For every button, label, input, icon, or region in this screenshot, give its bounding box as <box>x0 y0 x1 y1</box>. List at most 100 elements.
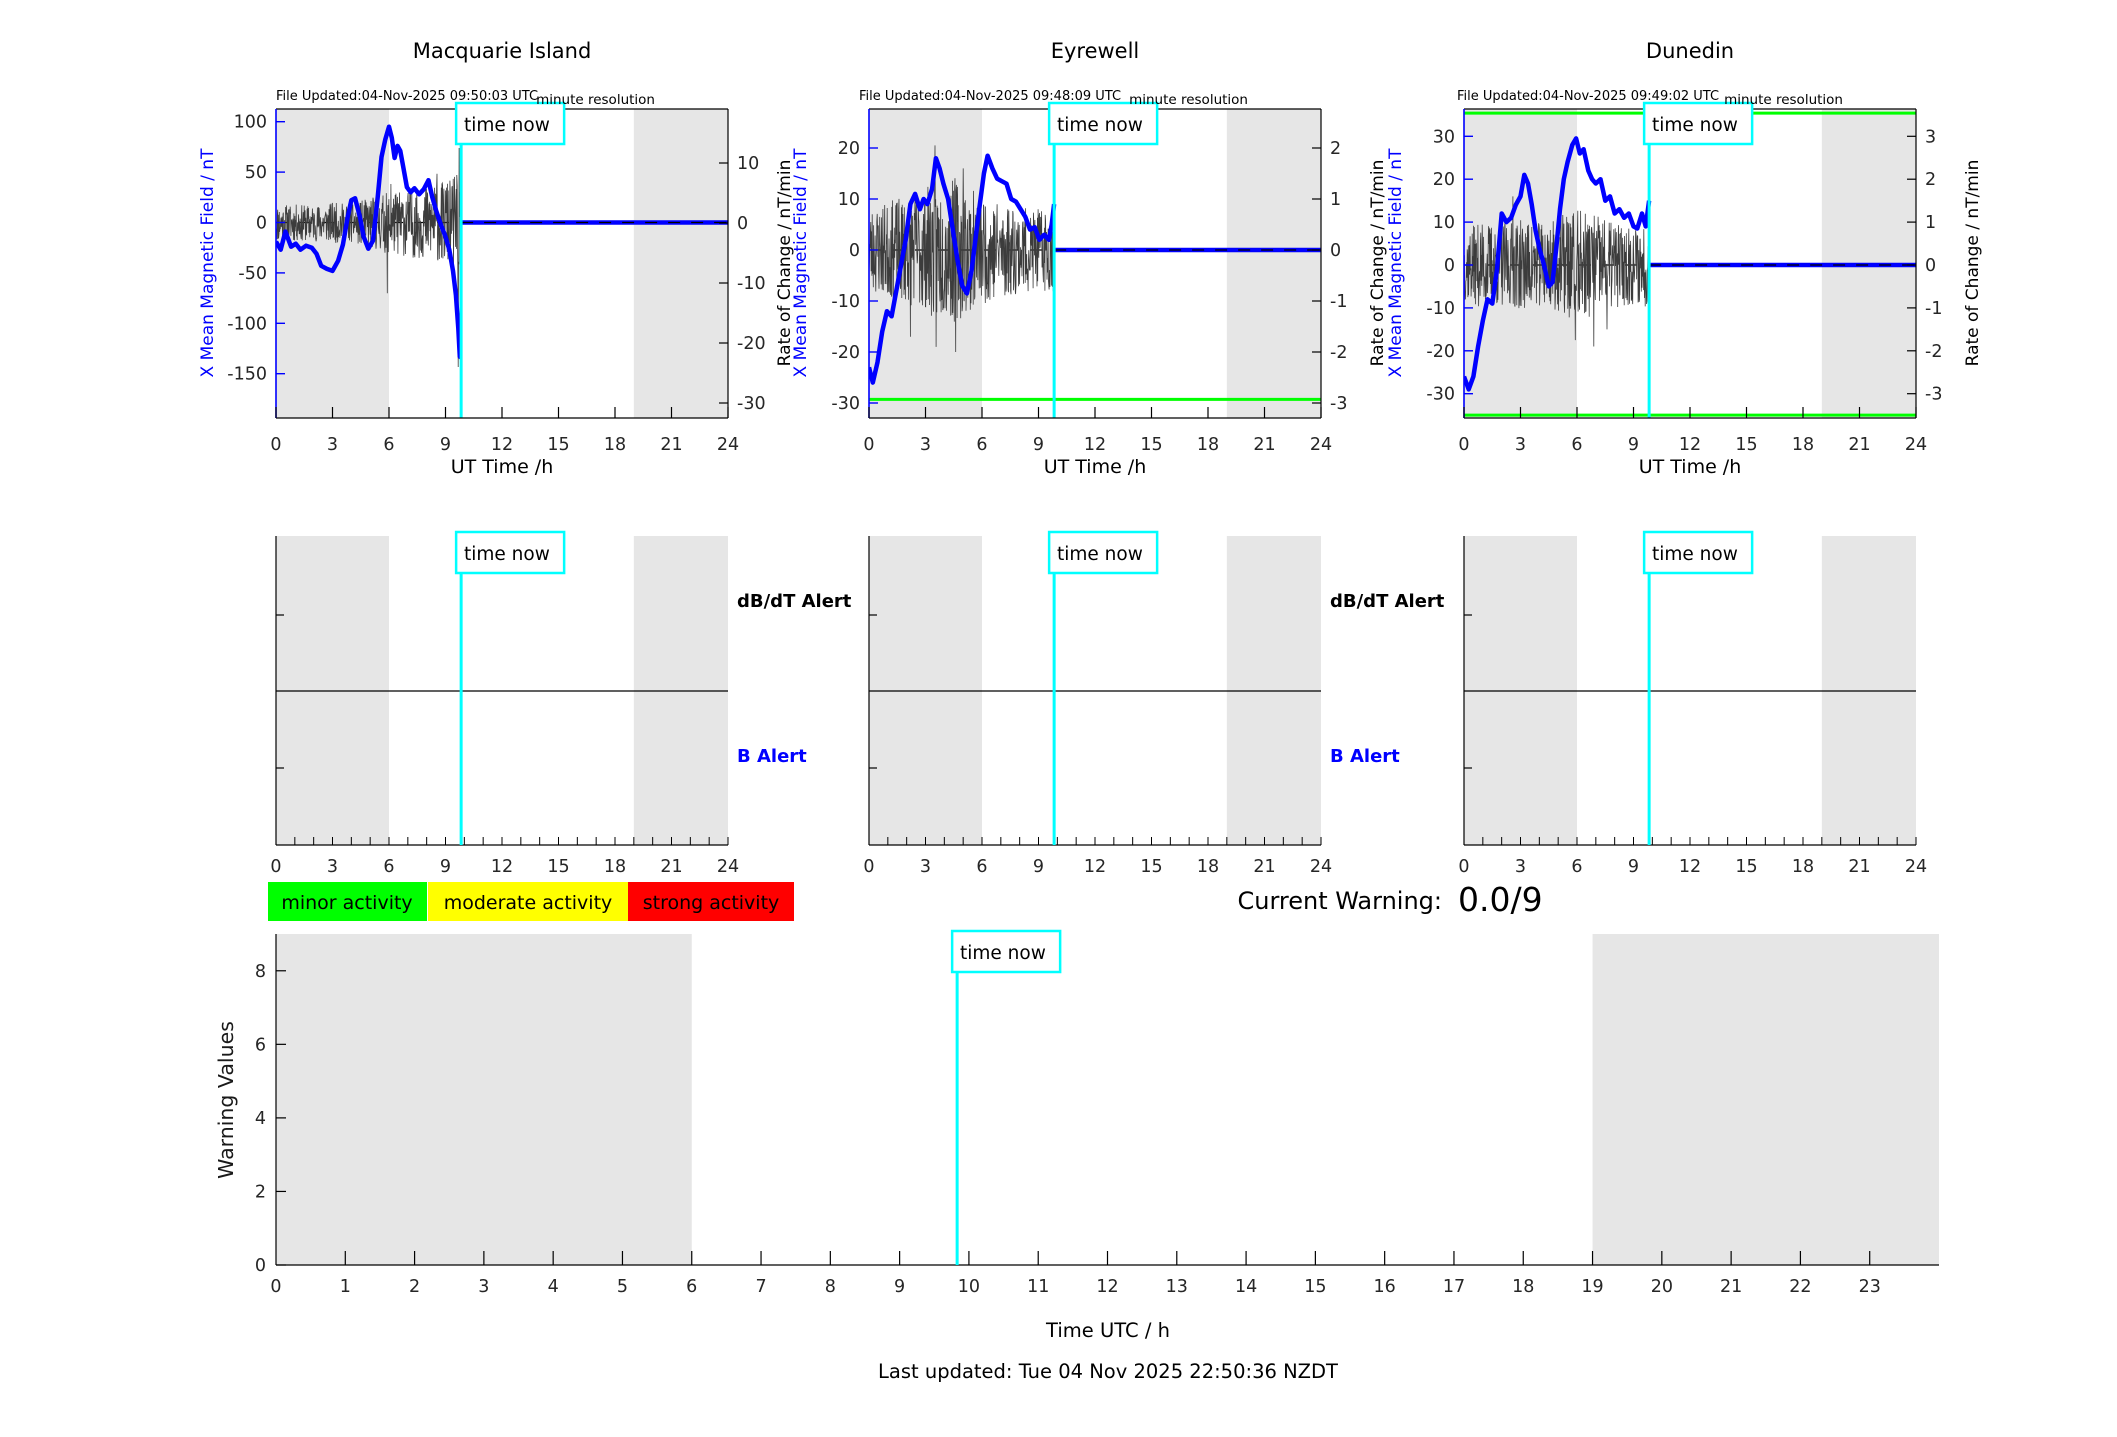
svg-text:50: 50 <box>245 163 267 183</box>
svg-text:24: 24 <box>1310 857 1332 877</box>
svg-text:3: 3 <box>920 857 931 877</box>
svg-text:21: 21 <box>1720 1277 1742 1297</box>
ylabel-right-dunedin: Rate of Change / nT/min <box>1963 160 1983 367</box>
svg-text:3: 3 <box>920 435 931 455</box>
svg-text:7: 7 <box>755 1277 766 1297</box>
svg-text:0: 0 <box>270 435 281 455</box>
svg-text:21: 21 <box>1253 857 1275 877</box>
svg-text:-30: -30 <box>831 394 860 414</box>
current-warning-label: Current Warning: <box>1237 887 1442 915</box>
svg-text:21: 21 <box>1848 857 1870 877</box>
svg-text:15: 15 <box>547 857 569 877</box>
svg-text:18: 18 <box>1792 435 1814 455</box>
svg-text:3: 3 <box>478 1277 489 1297</box>
svg-text:-1: -1 <box>1330 292 1347 312</box>
svg-text:-100: -100 <box>227 314 267 334</box>
svg-text:0: 0 <box>737 214 748 234</box>
svg-text:-10: -10 <box>831 292 860 312</box>
svg-text:4: 4 <box>548 1277 559 1297</box>
svg-text:21: 21 <box>1253 435 1275 455</box>
svg-text:21: 21 <box>660 435 682 455</box>
svg-text:18: 18 <box>1197 857 1219 877</box>
xlabel-eyrewell: UT Time /h <box>1044 456 1147 478</box>
svg-text:0: 0 <box>256 214 267 234</box>
station-chart-0: 0 3 6 9 12 15 18 21 24100500-50-100-150100-10-20… <box>227 101 766 455</box>
svg-text:9: 9 <box>1033 857 1044 877</box>
svg-text:3: 3 <box>1515 857 1526 877</box>
svg-text:15: 15 <box>1735 857 1757 877</box>
svg-text:9: 9 <box>1628 435 1639 455</box>
svg-text:22: 22 <box>1789 1277 1811 1297</box>
legend-label-moderate: moderate activity <box>444 892 613 914</box>
time-now-label-warning: time now <box>960 943 1046 964</box>
svg-text:3: 3 <box>1515 435 1526 455</box>
svg-text:1: 1 <box>1330 190 1341 210</box>
svg-text:23: 23 <box>1859 1277 1881 1297</box>
svg-text:20: 20 <box>1651 1277 1673 1297</box>
svg-text:8: 8 <box>825 1277 836 1297</box>
legend-swatch-strong <box>628 882 794 921</box>
svg-text:-150: -150 <box>227 365 267 385</box>
svg-text:3: 3 <box>1925 127 1936 147</box>
file-updated-eyrewell: File Updated:04-Nov-2025 09:48:09 UTC <box>859 89 1121 104</box>
svg-text:-30: -30 <box>1426 385 1455 405</box>
legend-label-minor: minor activity <box>281 892 412 914</box>
svg-text:-3: -3 <box>1925 385 1942 405</box>
svg-text:-20: -20 <box>1426 342 1455 362</box>
last-updated-text: Last updated: Tue 04 Nov 2025 22:50:36 N… <box>878 1360 1338 1383</box>
svg-text:0: 0 <box>255 1256 266 1276</box>
file-updated-dunedin: File Updated:04-Nov-2025 09:49:02 UTC <box>1457 89 1719 104</box>
svg-text:30: 30 <box>1433 127 1455 147</box>
svg-text:2: 2 <box>1330 139 1341 159</box>
current-warning-value: 0.0/9 <box>1458 880 1543 919</box>
station-title-macquarie: Macquarie Island <box>413 39 592 63</box>
time-now-label-macquarie: time now <box>464 115 550 136</box>
svg-text:9: 9 <box>440 435 451 455</box>
svg-text:0: 0 <box>863 435 874 455</box>
svg-text:24: 24 <box>1905 857 1927 877</box>
svg-text:-10: -10 <box>737 274 766 294</box>
time-now-label-dunedin: time now <box>1652 115 1738 136</box>
svg-text:0: 0 <box>270 1277 281 1297</box>
svg-text:-2: -2 <box>1925 342 1942 362</box>
svg-text:6: 6 <box>1571 857 1582 877</box>
xlabel-macquarie: UT Time /h <box>451 456 554 478</box>
svg-text:0: 0 <box>1444 256 1455 276</box>
svg-text:-20: -20 <box>737 334 766 354</box>
svg-text:24: 24 <box>1905 435 1927 455</box>
svg-text:10: 10 <box>958 1277 980 1297</box>
svg-text:-50: -50 <box>238 264 267 284</box>
ylabel-right-macquarie: Rate of Change / nT/min <box>775 160 795 367</box>
svg-text:18: 18 <box>1197 435 1219 455</box>
svg-text:21: 21 <box>1848 435 1870 455</box>
svg-text:0: 0 <box>1458 857 1469 877</box>
dbdt-alert-label-eyrewell: dB/dT Alert <box>1330 591 1445 612</box>
svg-text:3: 3 <box>327 435 338 455</box>
svg-text:12: 12 <box>1084 857 1106 877</box>
svg-text:-20: -20 <box>831 343 860 363</box>
svg-text:12: 12 <box>1679 435 1701 455</box>
svg-text:9: 9 <box>440 857 451 877</box>
svg-text:19: 19 <box>1581 1277 1603 1297</box>
svg-text:12: 12 <box>1084 435 1106 455</box>
svg-text:12: 12 <box>1679 857 1701 877</box>
legend-swatch-minor <box>268 882 427 921</box>
svg-text:1: 1 <box>1925 213 1936 233</box>
legend-swatch-moderate <box>428 882 628 921</box>
svg-text:6: 6 <box>383 857 394 877</box>
svg-text:8: 8 <box>255 962 266 982</box>
svg-text:2: 2 <box>255 1182 266 1202</box>
svg-text:15: 15 <box>1140 857 1162 877</box>
minute-resolution-eyrewell: minute resolution <box>1129 92 1248 108</box>
svg-text:10: 10 <box>838 190 860 210</box>
svg-text:18: 18 <box>604 857 626 877</box>
svg-text:10: 10 <box>1433 213 1455 233</box>
ylabel-right-eyrewell: Rate of Change / nT/min <box>1368 160 1388 367</box>
svg-text:17: 17 <box>1443 1277 1465 1297</box>
svg-text:0: 0 <box>849 241 860 261</box>
svg-text:9: 9 <box>1628 857 1639 877</box>
alert-panel-0: 0 3 6 9 12 15 18 21 24 <box>270 530 739 877</box>
svg-text:6: 6 <box>976 435 987 455</box>
svg-text:24: 24 <box>717 857 739 877</box>
